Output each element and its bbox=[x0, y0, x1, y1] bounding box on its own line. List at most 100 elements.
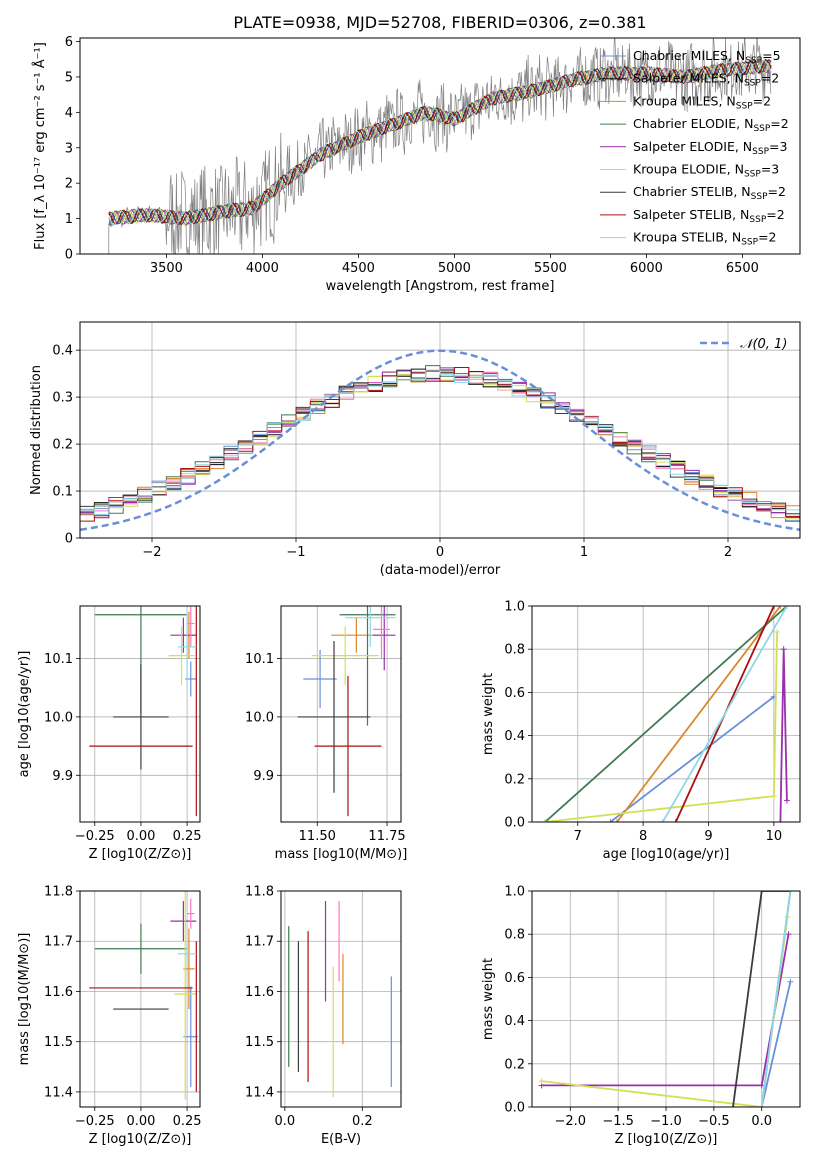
x-tick-label: −0.5 bbox=[698, 1114, 730, 1129]
y-tick-label: 0.6 bbox=[504, 971, 525, 986]
legend-subscript: SSP bbox=[749, 215, 766, 225]
legend-subscript: SSP bbox=[744, 170, 761, 180]
weight-line bbox=[760, 981, 792, 1107]
x-axis-label: age [log10(age/yr)] bbox=[603, 847, 730, 862]
legend-label: Chabrier STELIB, NSSP=2 bbox=[633, 184, 786, 202]
legend-label: Chabrier MILES, NSSP=5 bbox=[633, 48, 781, 66]
axes-frame bbox=[79, 605, 201, 823]
y-axis-label: Normed distribution bbox=[29, 365, 44, 495]
x-tick-label: 0.0 bbox=[751, 1114, 772, 1129]
x-tick-label: 0.0 bbox=[275, 1114, 296, 1129]
axes-frame bbox=[79, 321, 801, 539]
legend-value: =2 bbox=[768, 184, 786, 199]
weight-line bbox=[760, 891, 792, 1107]
y-axis-label: mass [log10(M/M⊙)] bbox=[17, 933, 32, 1066]
x-tick-label: 7 bbox=[574, 829, 582, 844]
y-tick-label: 0.2 bbox=[504, 772, 525, 787]
y-axis-label: mass weight bbox=[481, 958, 496, 1040]
x-tick-label: 11.50 bbox=[299, 829, 336, 844]
y-tick-label: 10.0 bbox=[44, 710, 73, 725]
x-axis-label: Z [log10(Z/Z⊙)] bbox=[89, 1132, 192, 1147]
y-axis-label: Flux [f_λ 10⁻¹⁷ erg cm⁻² s⁻¹ Å⁻¹] bbox=[32, 42, 48, 250]
legend-value: =2 bbox=[761, 71, 779, 86]
x-tick-label: 3500 bbox=[150, 261, 183, 276]
x-tick-label: 6500 bbox=[726, 261, 759, 276]
x-tick-label: −2 bbox=[142, 545, 161, 560]
weight-line bbox=[544, 606, 788, 822]
y-tick-label: 0.0 bbox=[504, 816, 525, 831]
legend-subscript: SSP bbox=[741, 238, 758, 248]
y-tick-label: 11.6 bbox=[245, 985, 274, 1000]
y-tick-label: 0 bbox=[65, 248, 73, 263]
y-tick-label: 1.0 bbox=[504, 885, 525, 900]
y-tick-label: 4 bbox=[65, 106, 73, 121]
x-tick-label: 6000 bbox=[630, 261, 663, 276]
legend-value: =3 bbox=[761, 162, 779, 177]
figure-title: PLATE=0938, MJD=52708, FIBERID=0306, z=0… bbox=[233, 13, 646, 32]
y-tick-label: 0.6 bbox=[504, 686, 525, 701]
y-tick-label: 11.8 bbox=[245, 885, 274, 900]
legend-label: Kroupa STELIB, NSSP=2 bbox=[633, 230, 777, 248]
legend-label: Salpeter ELODIE, NSSP=3 bbox=[633, 139, 787, 157]
x-tick-label: −1.5 bbox=[602, 1114, 634, 1129]
y-tick-label: 10.0 bbox=[245, 710, 274, 725]
y-tick-label: 2 bbox=[65, 177, 73, 192]
y-tick-label: 10.1 bbox=[44, 652, 73, 667]
x-axis-label: (data-model)/error bbox=[380, 563, 501, 578]
x-axis-label: E(B-V) bbox=[321, 1132, 361, 1147]
y-axis-label: mass weight bbox=[481, 673, 496, 755]
y-tick-label: 11.6 bbox=[44, 985, 73, 1000]
plot-area-mass-vs-Z bbox=[89, 891, 199, 1100]
x-tick-label: −1.0 bbox=[650, 1114, 682, 1129]
x-tick-label: −0.25 bbox=[75, 1114, 115, 1129]
x-tick-label: 11.75 bbox=[368, 829, 405, 844]
legend-subscript: SSP bbox=[751, 192, 768, 202]
y-axis-label: age [log10(age/yr)] bbox=[17, 651, 32, 778]
legend-label: Kroupa ELODIE, NSSP=3 bbox=[633, 162, 779, 180]
plot-area-age-vs-Z bbox=[89, 606, 197, 817]
y-tick-label: 0.4 bbox=[52, 344, 73, 359]
x-tick-label: 8 bbox=[639, 829, 647, 844]
axes-frame bbox=[280, 890, 402, 1108]
x-tick-label: 0.25 bbox=[173, 1114, 202, 1129]
legend-subscript: SSP bbox=[744, 79, 761, 89]
plot-area-residuals bbox=[80, 349, 800, 532]
legend-value: =3 bbox=[769, 139, 787, 154]
y-tick-label: 11.7 bbox=[245, 935, 274, 950]
weight-line bbox=[541, 916, 789, 1107]
x-axis-label: Z [log10(Z/Z⊙)] bbox=[89, 847, 192, 862]
x-tick-label: 0.00 bbox=[126, 1114, 155, 1129]
y-tick-label: 1 bbox=[65, 212, 73, 227]
observed-spectrum bbox=[80, 38, 772, 254]
x-axis-label: Z [log10(Z/Z⊙)] bbox=[615, 1132, 718, 1147]
x-axis-label: wavelength [Angstrom, rest frame] bbox=[326, 279, 555, 294]
legend-label: 𝒩(0, 1) bbox=[740, 337, 787, 352]
axes-frame bbox=[79, 37, 801, 255]
x-tick-label: 4000 bbox=[246, 261, 279, 276]
legend-label: Salpeter MILES, NSSP=2 bbox=[633, 71, 779, 89]
x-tick-label: 0 bbox=[436, 545, 444, 560]
y-tick-label: 1.0 bbox=[504, 600, 525, 615]
y-tick-label: 3 bbox=[65, 141, 73, 156]
x-tick-label: −0.25 bbox=[75, 829, 115, 844]
plot-area-age-vs-mass bbox=[297, 606, 396, 817]
y-tick-label: 0.4 bbox=[504, 1014, 525, 1029]
y-tick-label: 0.8 bbox=[504, 928, 525, 943]
y-tick-label: 0.0 bbox=[504, 1101, 525, 1116]
x-tick-label: −2.0 bbox=[554, 1114, 586, 1129]
y-tick-label: 0.4 bbox=[504, 729, 525, 744]
plot-area-mass-vs-EBV bbox=[288, 901, 392, 1097]
legend-label: Chabrier ELODIE, NSSP=2 bbox=[633, 116, 789, 134]
model-spectrum-line bbox=[108, 59, 772, 226]
weight-line bbox=[661, 606, 788, 822]
legend-value: =2 bbox=[770, 116, 788, 131]
y-tick-label: 11.4 bbox=[245, 1085, 274, 1100]
plot-area-spectrum bbox=[80, 38, 772, 254]
axes-frame bbox=[79, 890, 201, 1108]
x-tick-label: 2 bbox=[724, 545, 732, 560]
x-tick-label: 0.25 bbox=[173, 829, 202, 844]
y-tick-label: 11.5 bbox=[44, 1035, 73, 1050]
normal-curve bbox=[80, 349, 800, 532]
y-tick-label: 0.1 bbox=[52, 485, 73, 500]
